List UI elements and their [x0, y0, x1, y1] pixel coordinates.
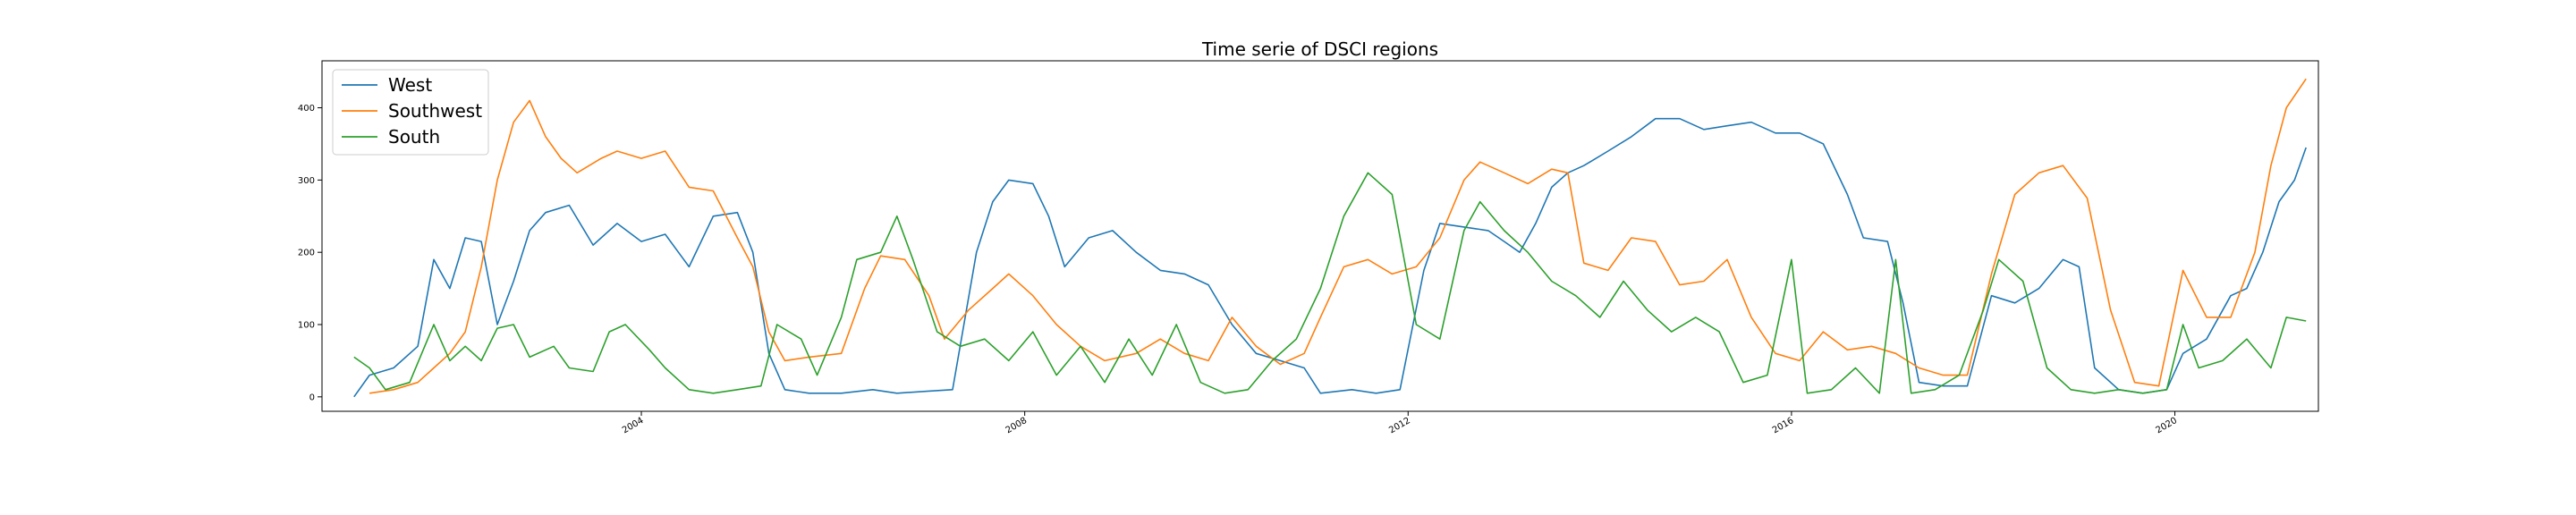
y-tick-label: 0: [309, 393, 315, 402]
y-tick-label: 300: [298, 176, 315, 186]
series-layer: [353, 78, 2307, 398]
chart-title: Time serie of DSCI regions: [1201, 38, 1438, 60]
y-tick-label: 400: [298, 104, 315, 114]
legend-label-south: South: [388, 126, 440, 148]
series-line-west: [353, 117, 2307, 398]
legend-box: [332, 69, 489, 156]
legend-label-southwest: Southwest: [388, 100, 482, 122]
series-line-southwest: [369, 78, 2307, 394]
plot-frame: [321, 60, 2319, 412]
y-tick-label: 100: [298, 321, 315, 331]
legend-label-west: West: [388, 74, 432, 96]
legend: West Southwest South: [332, 69, 489, 156]
y-tick-label: 200: [298, 249, 315, 258]
series-line-south: [353, 172, 2307, 394]
